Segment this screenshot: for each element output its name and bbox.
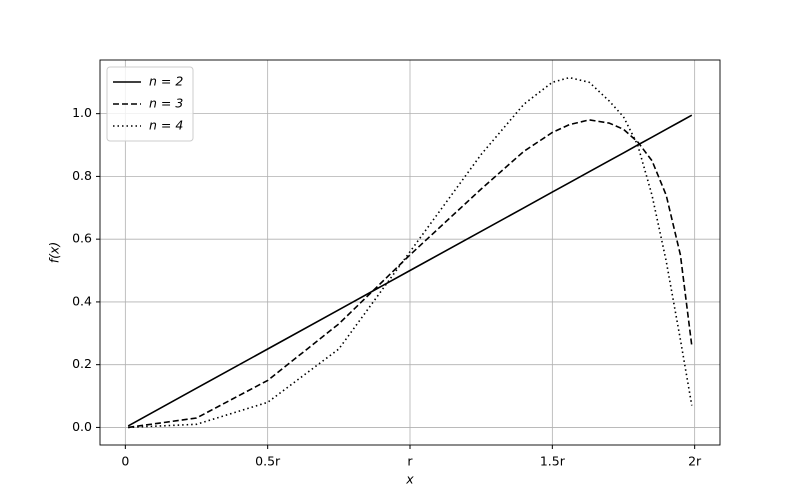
plot-frame: [99, 59, 721, 446]
y-tick-label: 0.4: [72, 293, 92, 308]
x-tick-label: r: [407, 454, 413, 469]
legend-label: n = 3: [149, 96, 183, 111]
y-axis-label: f(x): [47, 242, 62, 264]
x-tick-label: 1.5r: [540, 454, 566, 469]
y-tick-label: 1.0: [72, 105, 92, 120]
legend-label: n = 2: [149, 74, 183, 89]
x-tick-label: 0.5r: [255, 454, 281, 469]
series-line: [128, 119, 693, 429]
y-tick-label: 0.6: [72, 231, 92, 246]
legend-label: n = 4: [149, 118, 183, 133]
legend-box: [106, 66, 194, 142]
y-tick-label: 0.8: [72, 168, 92, 183]
x-axis-label: x: [405, 472, 414, 487]
y-tick-label: 0.2: [72, 356, 92, 371]
x-tick-label: 2r: [688, 454, 702, 469]
x-tick-label: 0: [121, 454, 129, 469]
series-line: [127, 114, 693, 427]
y-tick-label: 0.0: [72, 419, 92, 434]
